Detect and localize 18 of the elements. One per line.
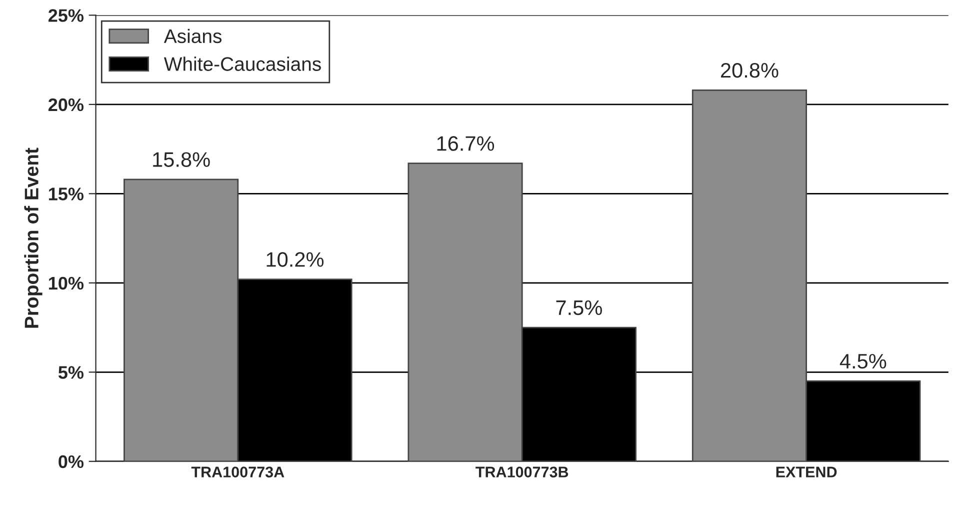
- legend-label: Asians: [164, 28, 222, 44]
- data-label: 4.5%: [840, 354, 886, 369]
- data-label: 15.8%: [153, 152, 210, 167]
- data-label: 7.5%: [556, 300, 602, 316]
- x-tick-label: TRA100773A: [191, 466, 284, 478]
- legend-label: White-Caucasians: [164, 56, 321, 71]
- y-tick-label: 10%: [48, 276, 84, 290]
- data-label: 20.8%: [720, 62, 778, 78]
- y-tick-label: 5%: [58, 366, 84, 379]
- y-tick-label: 15%: [48, 188, 84, 200]
- y-tick-label: 0%: [58, 455, 84, 468]
- data-label: 16.7%: [437, 136, 494, 151]
- y-axis-title: Proportion of Event: [24, 148, 42, 328]
- y-tick-label: 20%: [48, 98, 84, 112]
- x-tick-label: EXTEND: [776, 466, 837, 478]
- x-tick-label: TRA100773B: [476, 466, 568, 478]
- data-label: 10.2%: [266, 252, 324, 267]
- y-tick-label: 25%: [48, 9, 84, 22]
